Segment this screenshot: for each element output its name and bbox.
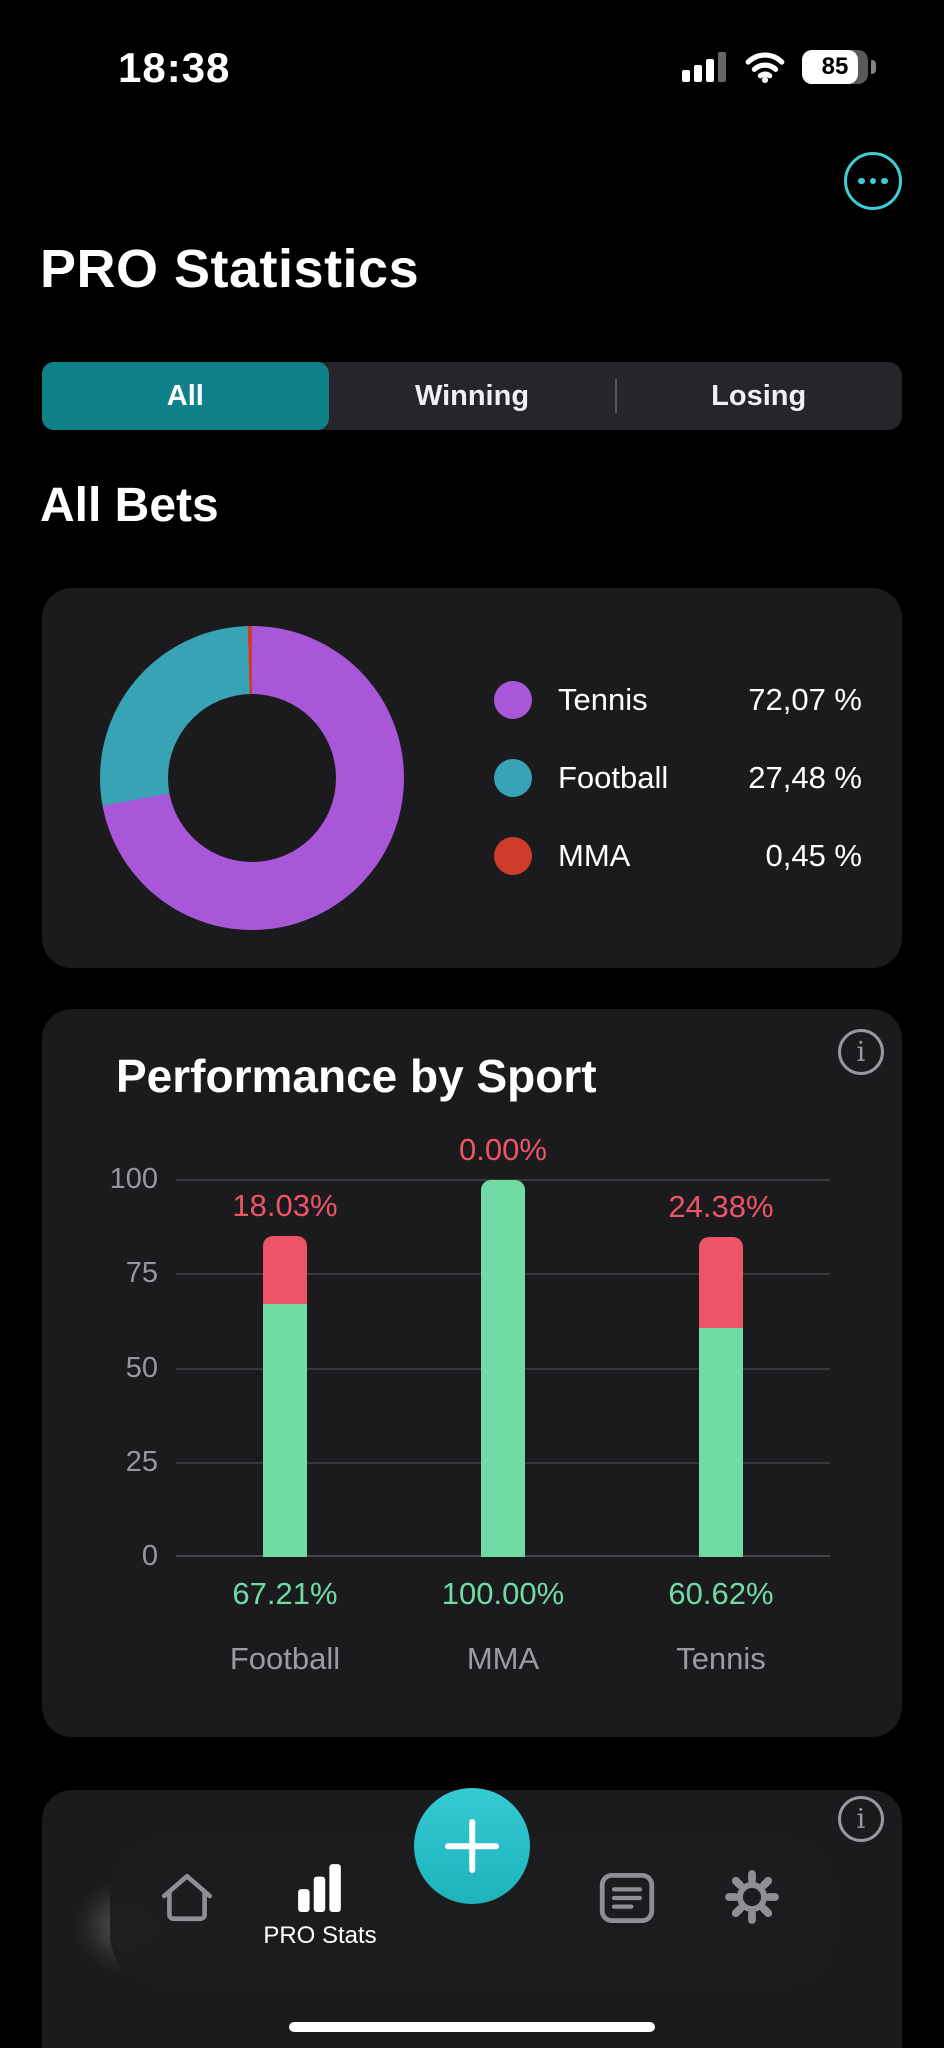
win-segment	[263, 1303, 307, 1557]
dot-icon	[858, 177, 865, 185]
category-label: Tennis	[676, 1641, 766, 1676]
legend-swatch-mma	[494, 837, 532, 875]
bet-list-icon	[599, 1872, 655, 1924]
legend-swatch-tennis	[494, 681, 532, 719]
win-segment	[699, 1328, 743, 1557]
segment-divider	[614, 379, 617, 413]
legend-row: Tennis 72,07 %	[494, 661, 862, 739]
category-label: MMA	[466, 1641, 540, 1676]
bar-chart-icon	[298, 1864, 341, 1912]
bar-columns: 18.03% 0.00% 24.38%	[176, 1132, 830, 1557]
legend-value: 27,48 %	[748, 760, 862, 795]
tab-pro-stats-label: PRO Stats	[263, 1922, 377, 1949]
win-segment	[481, 1180, 525, 1557]
bar-football: 18.03%	[176, 1180, 394, 1557]
info-icon[interactable]: i	[838, 1029, 884, 1075]
legend-value: 0,45 %	[765, 838, 862, 873]
battery-percent: 85	[821, 53, 849, 80]
home-indicator[interactable]	[289, 2022, 655, 2032]
bar-stack	[481, 1180, 525, 1557]
all-bets-card: Tennis 72,07 % Football 27,48 % MMA 0,45…	[42, 588, 902, 968]
filter-segmented-control: All Winning Losing	[42, 362, 902, 430]
battery-icon: 85	[802, 50, 876, 84]
tab-settings[interactable]	[723, 1868, 781, 1929]
category-labels-row: Football MMA Tennis	[176, 1641, 830, 1677]
page-title: PRO Statistics	[40, 239, 420, 299]
bar-mma: 0.00%	[394, 1132, 612, 1557]
home-icon	[161, 1873, 213, 1922]
more-options-button[interactable]	[844, 152, 902, 210]
segment-winning[interactable]: Winning	[329, 362, 616, 430]
tab-pro-stats[interactable]: PRO Stats	[255, 1862, 385, 1950]
donut-legend: Tennis 72,07 % Football 27,48 % MMA 0,45…	[494, 661, 862, 895]
win-label: 100.00%	[441, 1576, 565, 1611]
win-label: 60.62%	[668, 1576, 774, 1611]
add-button[interactable]	[414, 1788, 530, 1904]
legend-label: Tennis	[558, 682, 648, 717]
legend-label: MMA	[558, 838, 631, 873]
gear-icon	[725, 1870, 779, 1924]
status-icons: 85	[682, 50, 876, 84]
tab-home[interactable]	[158, 1870, 216, 1927]
info-icon[interactable]: i	[838, 1796, 884, 1842]
win-labels-row: 67.21% 100.00% 60.62%	[176, 1576, 830, 1612]
segment-all[interactable]: All	[42, 362, 329, 430]
legend-row: MMA 0,45 %	[494, 817, 862, 895]
y-tick: 75	[125, 1257, 158, 1290]
y-tick: 50	[125, 1351, 158, 1384]
segment-losing[interactable]: Losing	[615, 362, 902, 430]
loss-label: 0.00%	[459, 1132, 547, 1167]
donut-chart	[100, 626, 404, 930]
legend-swatch-football	[494, 759, 532, 797]
plus-icon	[469, 1819, 475, 1873]
bar-stack	[263, 1235, 307, 1557]
battery-fill	[802, 50, 859, 84]
y-tick: 100	[109, 1163, 158, 1195]
status-time: 18:38	[118, 44, 231, 91]
section-title: All Bets	[40, 479, 219, 532]
tab-bets[interactable]	[599, 1872, 655, 1927]
loss-segment	[263, 1235, 307, 1304]
battery-cap	[871, 60, 876, 74]
category-label: Football	[229, 1641, 341, 1676]
cellular-icon	[682, 52, 726, 82]
donut-hole	[168, 694, 336, 862]
dot-icon	[869, 177, 877, 185]
bar-tennis: 24.38%	[612, 1180, 830, 1557]
wifi-icon	[745, 51, 785, 83]
performance-card: Performance by Sport i 100 75 50 25 0 18…	[42, 1009, 902, 1737]
dot-icon	[881, 177, 888, 185]
legend-value: 72,07 %	[748, 682, 862, 717]
legend-label: Football	[558, 760, 669, 795]
y-tick: 0	[141, 1540, 158, 1572]
bar-stack	[699, 1236, 743, 1557]
loss-label: 24.38%	[668, 1188, 774, 1224]
y-tick: 25	[125, 1445, 158, 1478]
bar-chart: 100 75 50 25 0 18.03% 0.00% 24.38%	[110, 1132, 830, 1572]
performance-title: Performance by Sport	[116, 1050, 597, 1102]
loss-segment	[699, 1236, 743, 1329]
loss-label: 18.03%	[232, 1187, 338, 1223]
legend-row: Football 27,48 %	[494, 739, 862, 817]
win-label: 67.21%	[232, 1576, 338, 1611]
